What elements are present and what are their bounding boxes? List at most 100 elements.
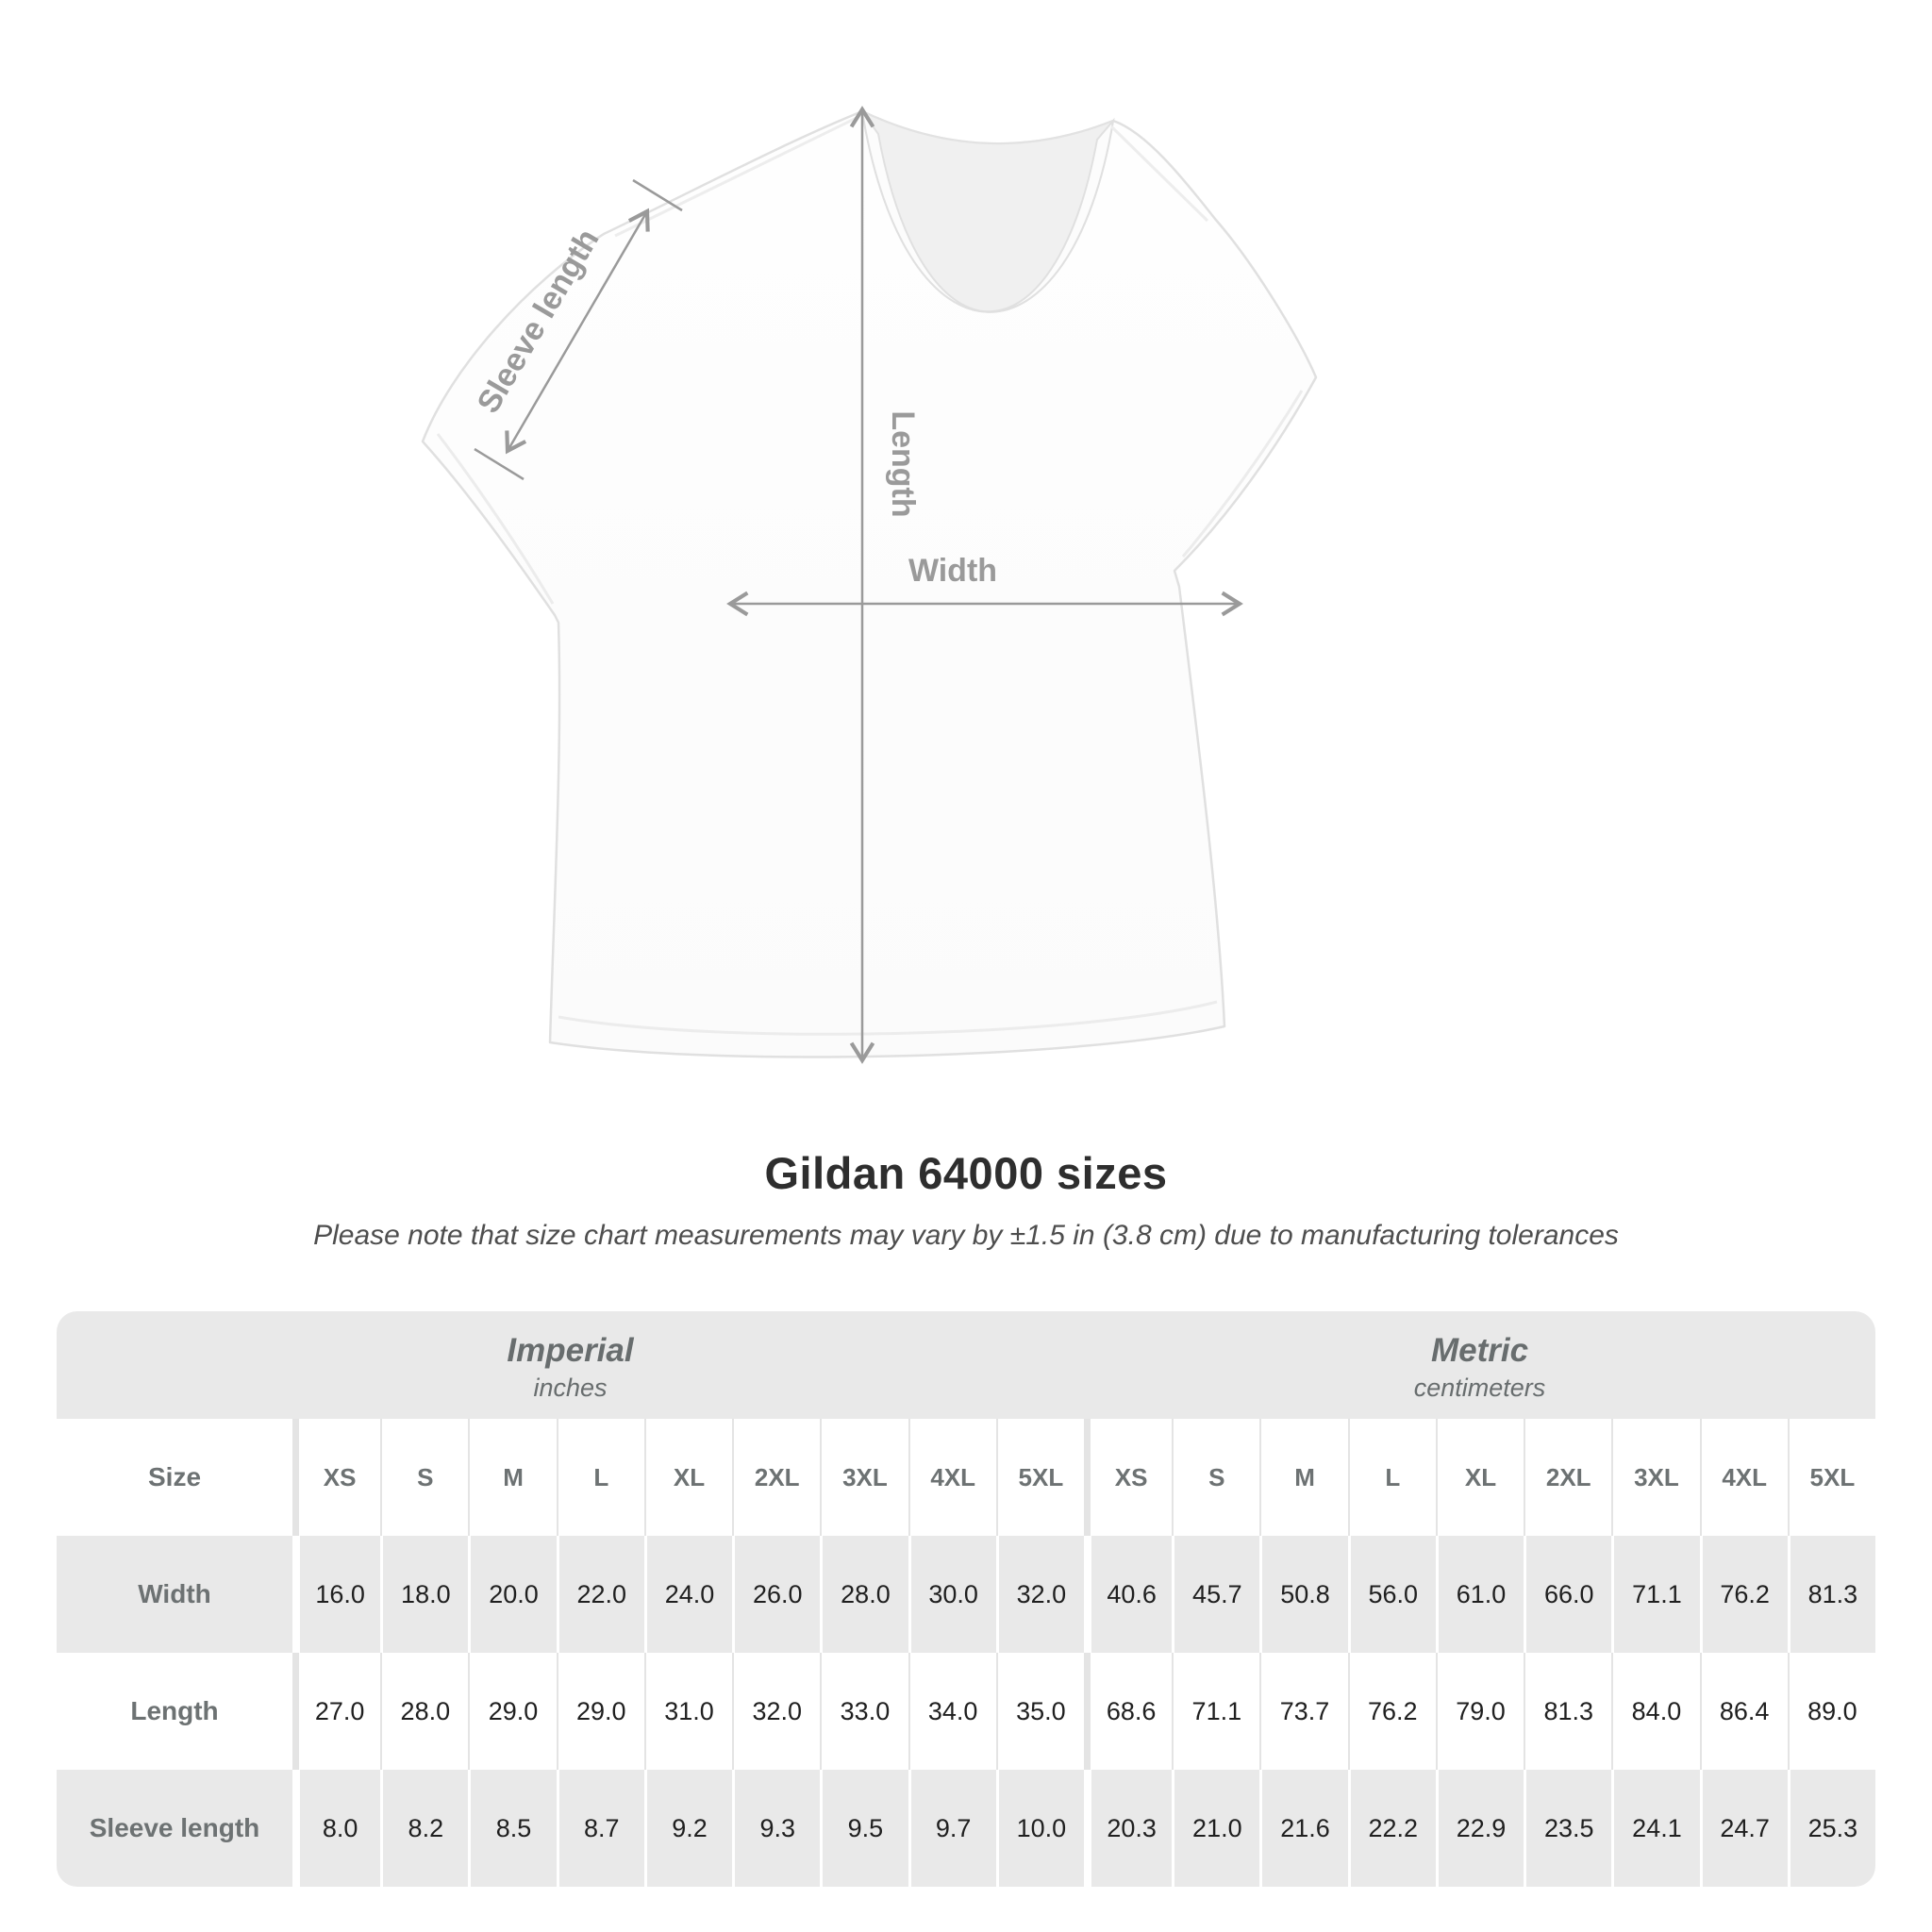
table-cell: 28.0 [820,1536,908,1653]
table-cell: 8.5 [468,1770,556,1887]
table-cell: 9.2 [643,1770,732,1887]
table-cell: 16.0 [292,1536,380,1653]
sleeve-dimension-line [505,208,650,455]
sleeve-dimension-tick-top [632,178,683,212]
length-dimension-label: Length [885,410,921,517]
size-column-header: 4XL [908,1419,996,1536]
table-cell: 21.6 [1259,1770,1347,1887]
table-row-length: Length 27.0 28.0 29.0 29.0 31.0 32.0 33.… [57,1653,1875,1770]
table-cell: 40.6 [1083,1536,1172,1653]
table-cell: 22.0 [556,1536,644,1653]
table-cell: 29.0 [468,1653,556,1770]
table-cell: 32.0 [995,1536,1084,1653]
table-cell: 29.0 [556,1653,644,1770]
shoulder-seam-right [1109,125,1209,223]
row-label: Sleeve length [89,1813,260,1842]
table-cell: 28.0 [380,1653,468,1770]
table-cell: 24.1 [1611,1770,1699,1887]
table-cell: 8.0 [292,1770,380,1887]
page-title: Gildan 64000 sizes [764,1148,1168,1198]
hem-seam [558,1000,1218,1036]
table-row-width: Width 16.0 18.0 20.0 22.0 24.0 26.0 28.0… [57,1536,1875,1653]
table-cell: 32.0 [732,1653,820,1770]
table-cell: 18.0 [380,1536,468,1653]
width-dimension-label: Width [908,553,997,589]
table-cell: 79.0 [1435,1653,1524,1770]
collar-band [861,110,1115,313]
table-cell: 9.3 [732,1770,820,1887]
size-column-header: 2XL [1524,1419,1611,1536]
table-cell: 89.0 [1787,1653,1875,1770]
table-cell: 26.0 [732,1536,820,1653]
size-column-header: S [1172,1419,1259,1536]
size-column-header: S [380,1419,468,1536]
table-cell: 23.5 [1524,1770,1611,1887]
table-cell: 30.0 [908,1536,996,1653]
size-column-header: 3XL [820,1419,908,1536]
table-corner-size: Size [147,1462,202,1491]
table-cell: 8.2 [380,1770,468,1887]
table-cell: 86.4 [1699,1653,1788,1770]
size-column-header: M [1259,1419,1347,1536]
table-cell: 21.0 [1172,1770,1259,1887]
size-column-header: 2XL [732,1419,820,1536]
table-cell: 76.2 [1347,1653,1436,1770]
size-column-header: 4XL [1699,1419,1788,1536]
table-cell: 20.3 [1083,1770,1172,1887]
size-header-row: Size XS S M L XL 2XL 3XL 4XL 5XL XS S M … [57,1419,1875,1536]
table-row-sleeve-length: Sleeve length 8.0 8.2 8.5 8.7 9.2 9.3 9.… [57,1770,1875,1887]
metric-section-header: Metric centimeters [1084,1311,1875,1419]
cuff-seam-left [436,433,555,605]
cuff-seam-right [1181,390,1304,558]
table-cell: 8.7 [556,1770,644,1887]
size-column-header: 3XL [1611,1419,1699,1536]
table-cell: 22.9 [1435,1770,1524,1887]
table-cell: 10.0 [995,1770,1084,1887]
table-cell: 81.3 [1524,1653,1611,1770]
imperial-unit: inches [533,1373,608,1402]
tshirt-measurement-diagram: Length Width Sleeve length [421,106,1318,1064]
table-cell: 25.3 [1787,1770,1875,1887]
table-cell: 45.7 [1172,1536,1259,1653]
table-cell: 68.6 [1083,1653,1172,1770]
row-label: Width [138,1579,211,1608]
row-label: Length [130,1696,219,1725]
size-column-header: L [1347,1419,1436,1536]
table-cell: 50.8 [1259,1536,1347,1653]
size-table: Imperial inches Metric centimeters Size … [57,1311,1875,1887]
sleeve-dimension-tick-bottom [474,447,525,481]
table-cell: 71.1 [1611,1536,1699,1653]
table-cell: 56.0 [1347,1536,1436,1653]
imperial-section-header: Imperial inches [57,1311,1084,1419]
table-cell: 81.3 [1787,1536,1875,1653]
shoulder-seam-left [614,115,859,238]
table-cell: 24.0 [643,1536,732,1653]
metric-title: Metric [1430,1331,1529,1369]
table-cell: 84.0 [1611,1653,1699,1770]
table-cell: 33.0 [820,1653,908,1770]
table-cell: 31.0 [643,1653,732,1770]
size-column-header: M [468,1419,556,1536]
unit-band: Imperial inches Metric centimeters [57,1311,1875,1419]
size-column-header: 5XL [995,1419,1084,1536]
table-cell: 9.7 [908,1770,996,1887]
size-column-header: L [556,1419,644,1536]
size-column-header: 5XL [1787,1419,1875,1536]
tolerance-note: Please note that size chart measurements… [313,1220,1619,1251]
table-cell: 27.0 [292,1653,380,1770]
size-column-header: XS [1083,1419,1172,1536]
table-cell: 76.2 [1699,1536,1788,1653]
table-cell: 24.7 [1699,1770,1788,1887]
metric-unit: centimeters [1413,1373,1546,1402]
size-column-header: XS [292,1419,380,1536]
table-cell: 73.7 [1259,1653,1347,1770]
size-column-header: XL [643,1419,732,1536]
table-cell: 34.0 [908,1653,996,1770]
table-cell: 71.1 [1172,1653,1259,1770]
table-cell: 9.5 [820,1770,908,1887]
table-cell: 35.0 [995,1653,1084,1770]
table-cell: 66.0 [1524,1536,1611,1653]
size-column-header: XL [1435,1419,1524,1536]
imperial-title: Imperial [507,1331,634,1369]
